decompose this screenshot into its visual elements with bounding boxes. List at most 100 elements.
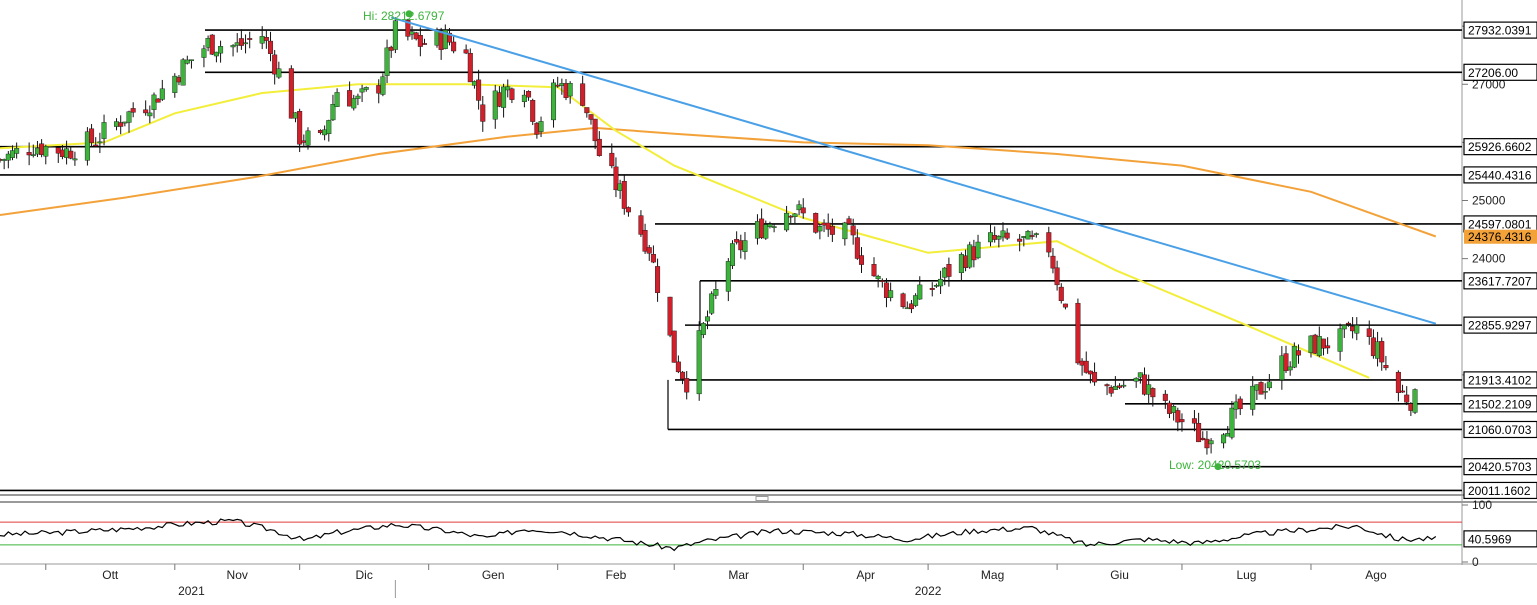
level-tag-label: 23617.7207 xyxy=(1468,274,1532,288)
candle-body xyxy=(671,330,677,363)
candle-body xyxy=(413,32,419,40)
candle-body xyxy=(238,38,244,46)
candle-body xyxy=(84,131,90,161)
candle-body xyxy=(963,255,969,268)
candle-body xyxy=(700,323,706,335)
rsi-tick-label: 100 xyxy=(1472,498,1492,512)
candle-body xyxy=(850,225,856,236)
candle-body xyxy=(1133,377,1139,382)
candle-body xyxy=(1046,232,1052,253)
candle-body xyxy=(322,129,328,136)
candle-body xyxy=(1400,390,1406,393)
low-label: Low: 20420.5703 xyxy=(1169,458,1261,472)
candle-body xyxy=(1370,337,1376,357)
candle-body xyxy=(975,241,981,259)
candle-body xyxy=(1412,389,1418,413)
candle-body xyxy=(588,114,594,120)
candle-body xyxy=(492,90,498,120)
candle-body xyxy=(1350,326,1356,332)
candle-body xyxy=(326,120,332,135)
candle-body xyxy=(363,87,369,90)
candle-body xyxy=(713,289,719,296)
candle-body xyxy=(438,31,444,50)
candle-body xyxy=(1062,303,1068,308)
candle-body xyxy=(621,181,627,209)
candle-body xyxy=(1083,360,1089,373)
low-marker xyxy=(1214,463,1222,471)
candle-body xyxy=(875,275,881,280)
candle-body xyxy=(646,247,652,254)
rsi-line xyxy=(0,518,1437,552)
candle-body xyxy=(151,94,157,110)
candle-body xyxy=(26,152,32,156)
candle-body xyxy=(696,330,702,395)
candle-body xyxy=(642,230,648,252)
candle-body xyxy=(796,204,802,211)
candle-body xyxy=(1262,390,1268,393)
candle-body xyxy=(1150,388,1156,398)
candle-body xyxy=(230,45,236,48)
candle-body xyxy=(463,49,469,54)
candle-body xyxy=(55,147,61,154)
candle-body xyxy=(268,40,274,54)
candle-body xyxy=(347,90,353,107)
candle-body xyxy=(5,153,11,161)
candle-body xyxy=(742,240,748,252)
candle-body xyxy=(1283,353,1289,371)
candle-body xyxy=(143,109,149,114)
candle-body xyxy=(1004,232,1010,239)
candle-body xyxy=(1058,286,1064,302)
candle-body xyxy=(114,121,120,127)
candle-body xyxy=(1312,334,1318,354)
candle-body xyxy=(1208,440,1214,445)
candle-body xyxy=(771,226,777,228)
candle-body xyxy=(1104,384,1110,387)
candle-body xyxy=(1171,406,1177,413)
candle-body xyxy=(754,221,760,239)
x-tick-label: Lug xyxy=(1236,568,1256,582)
candle-body xyxy=(825,222,831,230)
candle-body xyxy=(709,293,715,314)
x-tick-label: Mag xyxy=(981,568,1004,582)
candle-body xyxy=(68,150,74,159)
rsi-tick-label: 0 xyxy=(1472,555,1479,569)
candle-body xyxy=(883,282,889,298)
candle-body xyxy=(422,43,428,45)
candle-body xyxy=(580,83,586,106)
candle-body xyxy=(376,85,382,94)
panel-resize-handle[interactable] xyxy=(755,496,769,501)
candle-body xyxy=(1287,366,1293,371)
candle-body xyxy=(613,166,619,191)
candle-body xyxy=(101,122,107,139)
candle-body xyxy=(1404,394,1410,403)
candle-body xyxy=(1,159,7,161)
candle-body xyxy=(218,46,224,54)
candle-body xyxy=(988,232,994,243)
candle-body xyxy=(30,154,36,156)
candle-body xyxy=(567,83,573,97)
candle-body xyxy=(1258,382,1264,395)
candle-body xyxy=(729,243,735,266)
level-tag xyxy=(1463,138,1537,156)
candle-body xyxy=(1229,407,1235,438)
level-tag-label: 21502.2109 xyxy=(1468,397,1532,411)
rsi-current-tag xyxy=(1463,530,1537,548)
candle-body xyxy=(172,75,178,93)
candle-body xyxy=(259,36,265,44)
candle-body xyxy=(1191,418,1197,424)
candle-body xyxy=(213,51,219,57)
candle-body xyxy=(1233,401,1239,410)
candle-body xyxy=(34,147,40,155)
candle-body xyxy=(900,293,906,308)
candle-body xyxy=(184,59,190,64)
candle-body xyxy=(792,213,798,217)
candle-body xyxy=(933,285,939,287)
candle-body xyxy=(1179,419,1185,423)
candle-body xyxy=(1029,235,1035,237)
candle-body xyxy=(72,158,78,161)
candle-body xyxy=(1050,255,1056,269)
candle-body xyxy=(1291,346,1297,368)
x-tick-label: Feb xyxy=(606,568,627,582)
